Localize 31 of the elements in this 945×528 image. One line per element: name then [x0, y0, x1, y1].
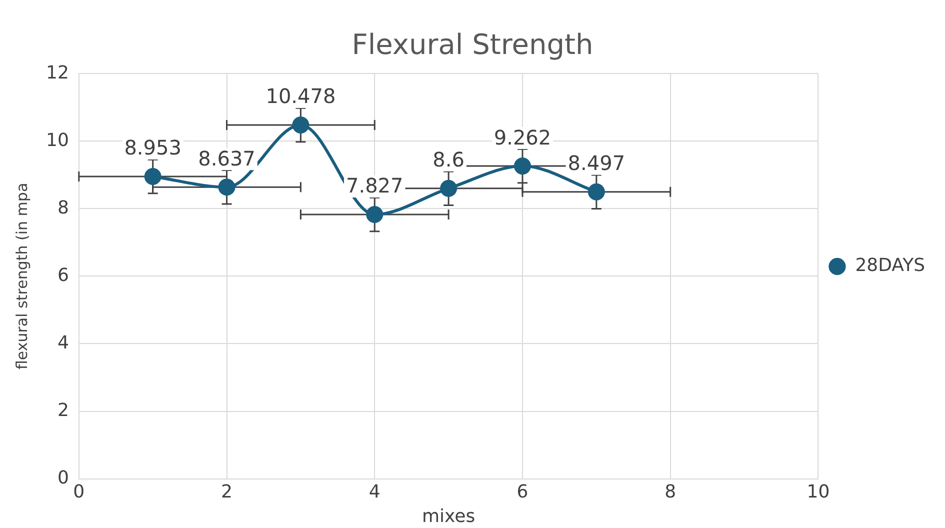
- y-tick-label: 2: [57, 400, 69, 421]
- y-tick-label: 4: [57, 332, 69, 354]
- chart-title: Flexural Strength: [352, 28, 594, 62]
- data-label: 8.6: [432, 148, 464, 172]
- x-tick-label: 4: [368, 481, 380, 502]
- data-label: 8.953: [124, 136, 182, 160]
- y-axis-title: flexural strength (in mpa: [12, 182, 31, 370]
- y-tick-label: 12: [46, 62, 69, 84]
- y-tick-label: 8: [57, 197, 69, 218]
- data-label: 9.262: [494, 125, 552, 150]
- point: [514, 158, 531, 175]
- x-tick-label: 0: [73, 481, 85, 502]
- y-tick-label: 0: [57, 467, 69, 488]
- point: [292, 116, 310, 134]
- point: [144, 168, 162, 185]
- data-label: 10.478: [266, 84, 336, 108]
- data-label: 8.637: [198, 146, 256, 170]
- point: [588, 183, 605, 200]
- point: [218, 178, 236, 196]
- y-tick-label: 10: [46, 130, 69, 151]
- x-tick-label: 2: [221, 481, 232, 502]
- x-tick-label: 6: [516, 481, 528, 502]
- y-tick-label: 6: [57, 264, 69, 286]
- x-tick-label: 8: [664, 481, 676, 502]
- legend-label: 28DAYS: [855, 255, 926, 276]
- point: [366, 206, 384, 224]
- point: [440, 180, 458, 197]
- data-label: 8.497: [568, 151, 626, 176]
- x-axis-title: mixes: [422, 506, 476, 527]
- data-label: 7.827: [346, 174, 404, 198]
- x-tick-label: 10: [806, 481, 830, 502]
